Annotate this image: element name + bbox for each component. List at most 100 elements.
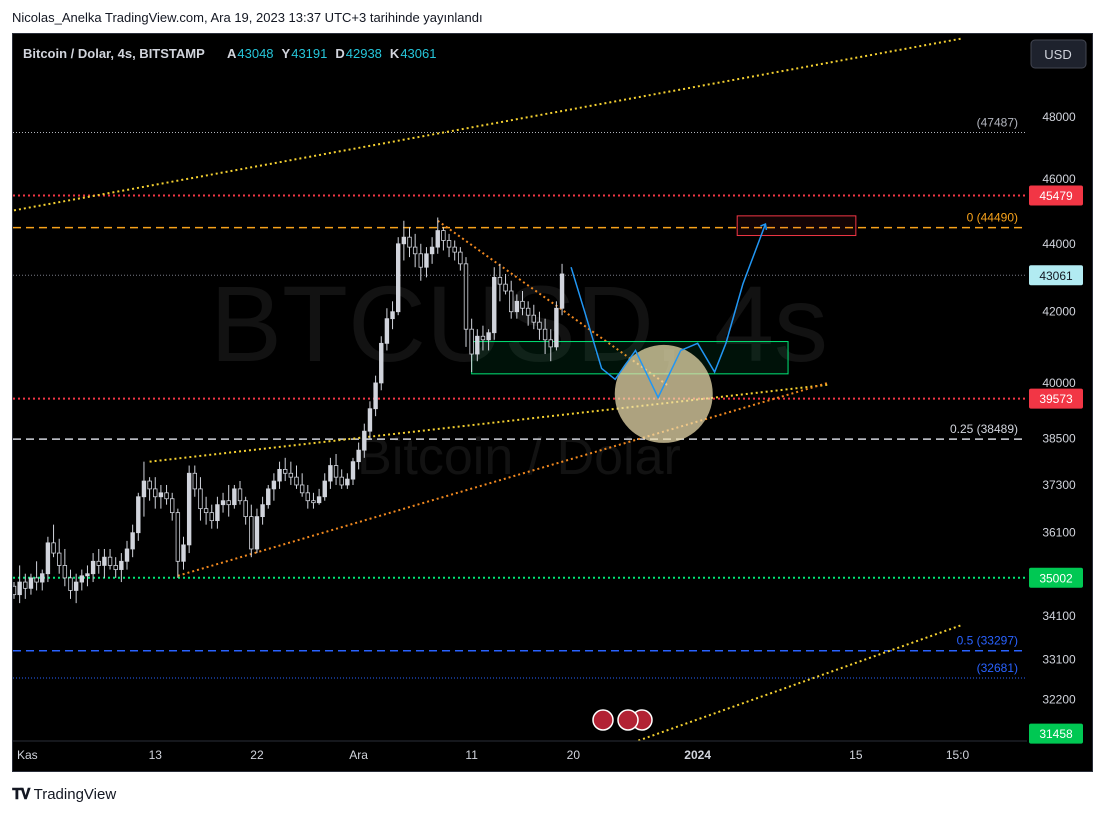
price-tick: 32200 (1042, 693, 1076, 707)
candle-body (508, 290, 514, 313)
candle-body (277, 468, 282, 482)
price-badge (1029, 567, 1083, 588)
us-flag-icon[interactable] (617, 709, 639, 731)
candle-body (73, 581, 79, 591)
candle-body (531, 314, 536, 323)
ohlc-value: 43061 (400, 46, 436, 61)
candle-body (395, 243, 401, 313)
candle-body (384, 318, 390, 344)
candle-body (169, 498, 175, 514)
candle-body (345, 478, 350, 486)
candle-body (418, 253, 423, 268)
candle-body (367, 408, 373, 432)
ohlc-value: 42938 (346, 46, 382, 61)
time-tick: 22 (250, 748, 264, 762)
candle-body (452, 246, 457, 253)
candle-body (209, 512, 214, 522)
price-badge-label: 35002 (1039, 571, 1073, 585)
price-badge (1029, 723, 1083, 744)
candle-body (153, 488, 158, 498)
trend-line (623, 623, 964, 747)
candle-body (469, 328, 474, 355)
candle-body (17, 581, 22, 596)
time-axis[interactable]: Kas 13 22 Ara 11 20 2024 15 15:0 (13, 740, 1027, 771)
symbol-title[interactable]: Bitcoin / Dolar, 4s, BITSTAMP (23, 46, 205, 61)
candle-body (40, 573, 45, 583)
price-tick: 46000 (1042, 172, 1076, 186)
events-icons[interactable] (592, 709, 653, 731)
price-chart[interactable]: BTCUSD, 4s Bitcoin / Dolar (47487) 0 (444… (13, 34, 1092, 771)
price-tick: 40000 (1042, 376, 1076, 390)
candle-body (475, 335, 480, 355)
price-badge-label: 43061 (1039, 269, 1073, 283)
candle-body (249, 516, 254, 550)
candle-body (497, 276, 503, 285)
ohlc-values: A 43048 Y 43191 D 42938 K 43061 (227, 46, 436, 61)
horizontal-levels (13, 131, 1027, 679)
candle-body (554, 307, 559, 348)
time-tick: 15:0 (946, 748, 970, 762)
time-tick: Ara (349, 748, 368, 762)
watermark-sub: Bitcoin / Dolar (357, 428, 681, 486)
candle-body (164, 492, 169, 500)
candle-body (232, 488, 237, 506)
candle-body (356, 449, 361, 463)
watermark: BTCUSD, 4s Bitcoin / Dolar (210, 263, 828, 486)
projection-arrow (760, 222, 768, 231)
level-labels: (47487) 0 (44490) 0.25 (38489) 0.5 (33297) (… (950, 115, 1018, 675)
trend-lines (13, 37, 964, 747)
time-tick: 20 (567, 748, 581, 762)
zone-box (736, 215, 857, 237)
candle-body (28, 577, 34, 589)
ohlc-key: Y (282, 46, 291, 61)
candle-body (441, 230, 446, 241)
us-flag-icon[interactable] (592, 709, 614, 731)
time-tick: 2024 (684, 748, 711, 762)
candle-body (379, 342, 384, 384)
candle-body (45, 542, 51, 575)
ohlc-key: D (335, 46, 344, 61)
candle-body (350, 461, 356, 480)
ohlc-value: 43191 (291, 46, 327, 61)
candle-body (141, 480, 147, 498)
candle-body (243, 500, 248, 518)
price-badge (1029, 185, 1083, 206)
candle-body (102, 556, 107, 566)
candle-body (124, 548, 130, 562)
price-tick: 38500 (1042, 432, 1076, 446)
price-badge-label: 39573 (1039, 392, 1073, 406)
trend-line (13, 37, 964, 212)
candle-body (311, 500, 316, 504)
candle-body (542, 328, 548, 341)
candle-body (463, 263, 469, 330)
level-label: (47487) (977, 115, 1018, 129)
candle-body (514, 300, 520, 313)
chart-frame[interactable]: BTCUSD, 4s Bitcoin / Dolar (47487) 0 (444… (12, 33, 1093, 772)
price-tick: 33100 (1042, 652, 1076, 666)
projection-path (570, 223, 767, 400)
candle-body (254, 516, 260, 550)
candle-body (435, 230, 440, 248)
tradingview-brand[interactable]: 𝐓𝐕 TradingView (12, 786, 116, 803)
candle-body (175, 512, 181, 562)
candle-body (424, 253, 429, 268)
candle-body (34, 577, 39, 583)
price-badge-label: 45479 (1039, 189, 1073, 203)
price-axis[interactable]: 5000048000460004400042000400003850037300… (1027, 34, 1092, 771)
trend-line (149, 383, 828, 463)
level-label: 0.5 (33297) (957, 634, 1018, 648)
currency-button[interactable]: USD (1030, 39, 1087, 69)
highlight-circle (614, 344, 713, 443)
candle-body (266, 488, 271, 506)
ohlc-key: A (227, 46, 237, 61)
currency-label[interactable]: USD (1044, 47, 1071, 62)
price-tick: 44000 (1042, 237, 1076, 251)
candle-body (181, 544, 186, 562)
overlay (570, 222, 768, 443)
watermark-main: BTCUSD, 4s (210, 263, 828, 384)
level-label: 0.25 (38489) (950, 422, 1018, 436)
candle-body (305, 492, 310, 502)
candle-body (113, 565, 118, 570)
time-axis-bg (13, 741, 1027, 771)
trend-line (177, 381, 828, 577)
